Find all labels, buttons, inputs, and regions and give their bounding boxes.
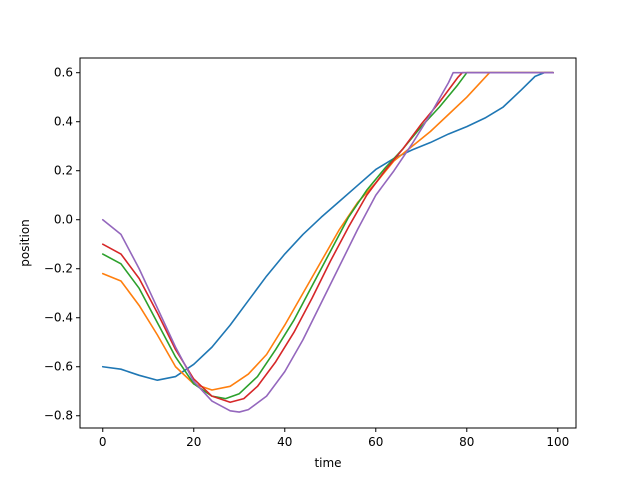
x-tick-label: 40 [277, 435, 292, 449]
x-tick-label: 60 [368, 435, 383, 449]
x-axis: 0 20 40 60 80 100 [99, 428, 569, 449]
x-tick-label: 100 [546, 435, 569, 449]
y-tick-label: 0.4 [54, 115, 73, 129]
x-tick-label: 80 [459, 435, 474, 449]
plot-frame [79, 57, 577, 429]
x-axis-label: time [314, 456, 341, 470]
y-axis: −0.8 −0.6 −0.4 −0.2 0.0 0.2 0.4 0.6 [44, 66, 80, 423]
y-tick-label: 0.0 [54, 213, 73, 227]
y-tick-label: 0.6 [54, 66, 73, 80]
series-line-5 [101, 71, 555, 413]
x-tick-label: 0 [99, 435, 107, 449]
y-tick-label: −0.8 [44, 409, 73, 423]
series-line-2 [101, 71, 555, 391]
y-tick-label: 0.2 [54, 164, 73, 178]
y-axis-label: position [18, 219, 32, 267]
y-tick-label: −0.2 [44, 262, 73, 276]
series-layer [101, 71, 555, 413]
y-tick-label: −0.6 [44, 360, 73, 374]
x-tick-label: 20 [186, 435, 201, 449]
y-tick-label: −0.4 [44, 311, 73, 325]
